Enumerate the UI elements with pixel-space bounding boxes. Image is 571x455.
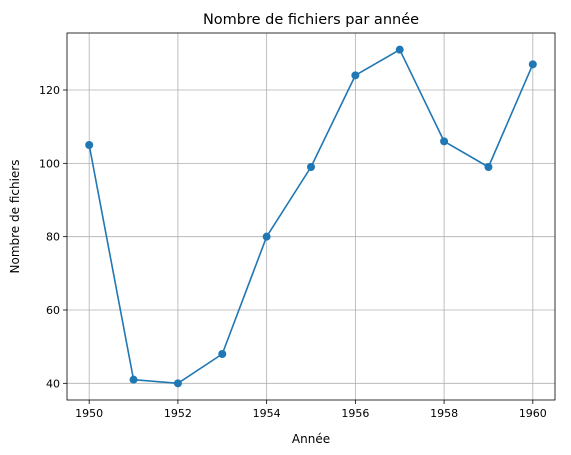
data-point [262, 232, 271, 241]
data-point [173, 379, 182, 388]
data-point [85, 141, 94, 150]
data-point [484, 163, 493, 172]
data-point [129, 375, 138, 384]
y-axis-label: Nombre de fichiers [8, 160, 22, 274]
x-axis-ticks: 1950 1952 1954 1956 1958 1960 [75, 400, 547, 420]
x-axis-label: Année [292, 432, 330, 446]
x-tick-label: 1960 [519, 407, 547, 420]
x-tick-label: 1950 [75, 407, 103, 420]
data-point [218, 349, 227, 358]
x-tick-label: 1958 [430, 407, 458, 420]
data-point [351, 71, 360, 80]
x-tick-label: 1954 [253, 407, 281, 420]
y-tick-label: 120 [39, 84, 60, 97]
x-tick-label: 1956 [341, 407, 369, 420]
data-point [440, 137, 449, 146]
y-tick-label: 100 [39, 157, 60, 170]
data-point [395, 45, 404, 54]
y-tick-label: 60 [46, 304, 60, 317]
series-group [85, 45, 537, 388]
y-tick-label: 40 [46, 377, 60, 390]
grid-lines [67, 33, 555, 400]
chart-title: Nombre de fichiers par année [203, 12, 419, 28]
x-tick-label: 1952 [164, 407, 192, 420]
data-point [528, 60, 537, 69]
plot-frame [66, 32, 556, 401]
y-tick-label: 80 [46, 231, 60, 244]
data-point [307, 163, 315, 172]
y-axis-ticks: 40 60 80 100 120 [39, 84, 67, 390]
